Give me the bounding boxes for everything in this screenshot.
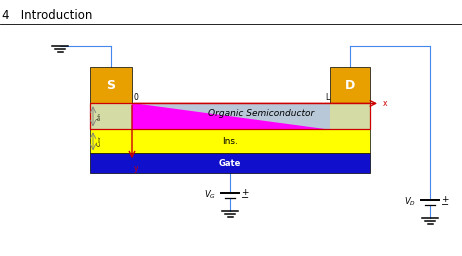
Bar — [90, 68, 132, 103]
Bar — [90, 103, 370, 129]
Bar — [90, 129, 370, 153]
Bar — [330, 103, 370, 129]
Bar — [132, 103, 330, 129]
Text: −: − — [441, 200, 449, 210]
Text: Gate: Gate — [219, 159, 241, 168]
Text: $t_{ch}$: $t_{ch}$ — [95, 112, 104, 121]
Bar — [330, 68, 370, 103]
Text: $C_{ox}$: $C_{ox}$ — [95, 135, 104, 147]
Text: Organic Semiconductor: Organic Semiconductor — [208, 109, 314, 118]
Polygon shape — [132, 103, 325, 129]
Text: D: D — [345, 79, 355, 92]
Text: −: − — [241, 193, 249, 203]
Text: S: S — [107, 79, 116, 92]
Bar — [90, 153, 370, 173]
Text: x: x — [383, 99, 388, 108]
Text: y: y — [134, 164, 139, 173]
Bar — [90, 103, 370, 129]
Bar — [90, 103, 132, 129]
Text: $V_D$: $V_D$ — [404, 196, 416, 208]
Text: +: + — [241, 188, 249, 197]
Text: +: + — [441, 195, 449, 204]
Text: 0: 0 — [134, 93, 139, 102]
Text: 4   Introduction: 4 Introduction — [2, 9, 93, 22]
Text: L: L — [325, 93, 329, 102]
Text: Ins.: Ins. — [222, 137, 238, 146]
Text: $V_G$: $V_G$ — [204, 189, 216, 201]
